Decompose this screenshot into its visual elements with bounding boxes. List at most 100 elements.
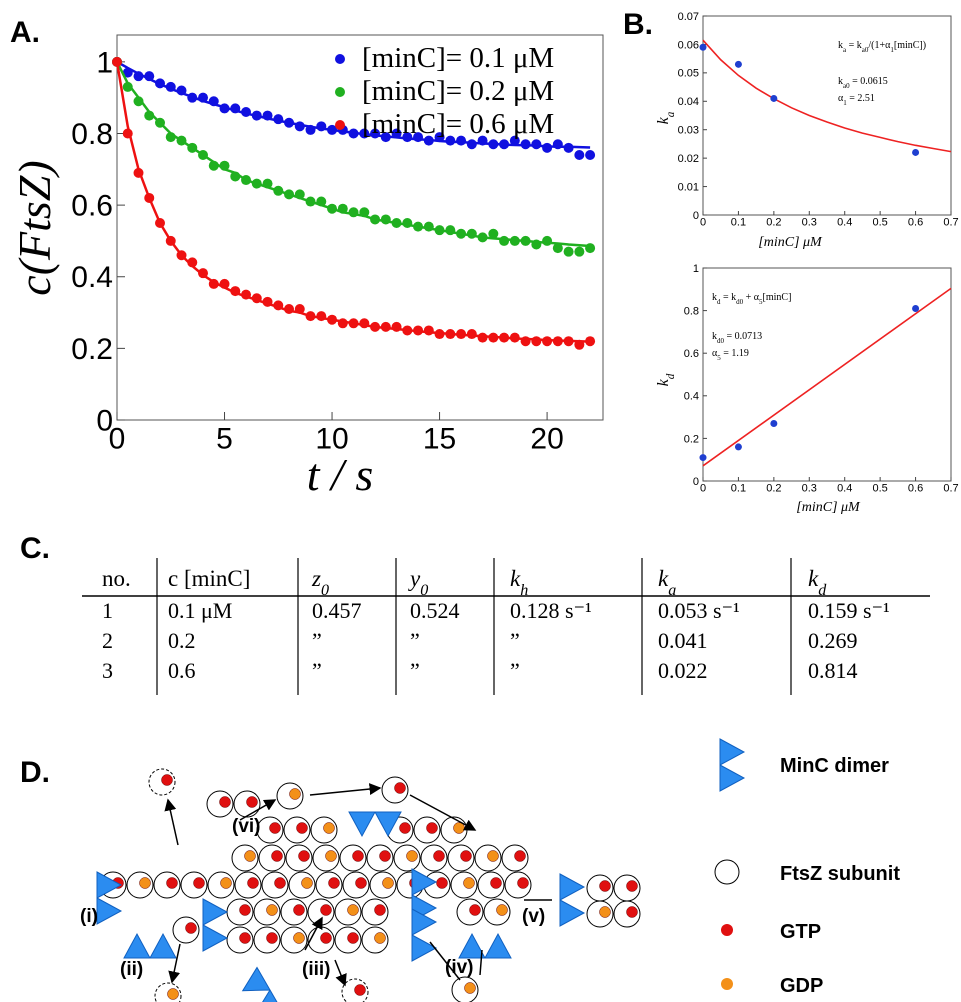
data-point	[187, 257, 198, 268]
subscript: a0	[843, 82, 850, 90]
x-tick-label: 0.7	[943, 216, 958, 228]
gtp	[293, 904, 305, 916]
x-tick-label: 0.4	[837, 216, 852, 228]
data-point	[219, 160, 230, 171]
data-point	[434, 132, 445, 143]
data-point	[509, 235, 520, 246]
arrow	[168, 943, 181, 984]
gtp	[271, 850, 283, 862]
data-point	[574, 339, 585, 350]
data-point	[230, 103, 241, 114]
legend-marker	[335, 54, 345, 64]
data-point	[552, 139, 563, 150]
subscript: a	[668, 582, 676, 599]
y-tick-label: 0.8	[684, 305, 699, 317]
gdp	[599, 906, 611, 918]
data-point	[391, 321, 402, 332]
data-point	[574, 149, 585, 160]
y-tick-label: 0.05	[678, 68, 699, 80]
data-point	[230, 171, 241, 182]
data-point	[122, 67, 133, 78]
gdp	[266, 904, 278, 916]
data-point	[488, 332, 499, 343]
gtp	[274, 877, 286, 889]
x-tick-label: 0.3	[802, 482, 817, 494]
gdp	[220, 877, 232, 889]
data-point	[445, 329, 456, 340]
data-point	[122, 128, 133, 139]
table-cell: 2	[102, 628, 113, 653]
x-tick-label: 0.2	[766, 482, 781, 494]
data-point	[391, 128, 402, 139]
data-point	[359, 318, 370, 329]
arrow	[409, 794, 477, 831]
gdp	[463, 877, 475, 889]
minc-dimer	[123, 932, 177, 959]
text-part: k	[808, 566, 819, 591]
table-cell: 1	[102, 598, 113, 623]
data-point	[348, 318, 359, 329]
x-tick-label: 0.5	[872, 216, 887, 228]
data-point	[294, 121, 305, 132]
data-point	[208, 278, 219, 289]
gtp	[328, 877, 340, 889]
minc-dimer	[96, 871, 123, 925]
data-point	[423, 221, 434, 232]
gtp	[352, 850, 364, 862]
data-point	[112, 56, 122, 67]
arrow	[309, 783, 382, 796]
y-tick-label: 0.07	[678, 11, 699, 23]
data-point	[456, 135, 467, 146]
data-point	[370, 321, 381, 332]
step-label: (iv)	[445, 957, 474, 978]
data-point	[380, 214, 391, 225]
y-tick-label: 1	[693, 263, 699, 275]
x-tick-label: 10	[315, 423, 348, 456]
data-point	[499, 235, 510, 246]
text-part: k	[838, 76, 843, 87]
y-tick-label: 0.4	[684, 391, 699, 403]
panel-label: A.	[10, 16, 40, 49]
data-point	[198, 149, 209, 160]
y-tick-label: 0.02	[678, 153, 699, 165]
data-point	[413, 325, 424, 336]
minc-dimer	[202, 898, 229, 952]
y-tick-label: 0.8	[71, 118, 113, 151]
data-point	[294, 189, 305, 200]
table-cell: 0.6	[168, 658, 196, 683]
x-axis-label: [minC] μM	[796, 500, 861, 515]
data-point	[165, 81, 176, 92]
step-label: (vi)	[232, 816, 261, 837]
data-point	[542, 142, 553, 153]
data-point	[380, 132, 391, 143]
gdp	[406, 850, 418, 862]
data-point	[327, 314, 338, 325]
data-point	[488, 139, 499, 150]
legend-label: [minC]= 0.6 μM	[362, 108, 554, 140]
data-point	[241, 175, 252, 186]
data-point	[734, 60, 742, 68]
gtp	[517, 877, 529, 889]
data-point	[413, 221, 424, 232]
x-axis-label: t / s	[307, 449, 373, 500]
y-tick-label: 1	[96, 46, 113, 79]
panel-label: B.	[623, 8, 653, 41]
gtp	[166, 877, 178, 889]
text-part: z	[311, 566, 321, 591]
x-tick-label: 0.1	[731, 216, 746, 228]
data-point	[402, 218, 413, 229]
subscript: d0	[736, 298, 744, 306]
y-tick-label: 0.2	[684, 433, 699, 445]
table-cell: 0.1 μM	[168, 598, 232, 623]
data-point	[208, 160, 219, 171]
data-point	[284, 117, 295, 128]
minc-dimer	[559, 873, 586, 927]
data-point	[316, 196, 327, 207]
gdp	[301, 877, 313, 889]
gtp	[399, 822, 411, 834]
data-point	[219, 278, 230, 289]
data-point	[391, 218, 402, 229]
plot-frame	[702, 267, 952, 482]
data-point	[187, 142, 198, 153]
legend-label: FtsZ subunit	[780, 863, 900, 885]
